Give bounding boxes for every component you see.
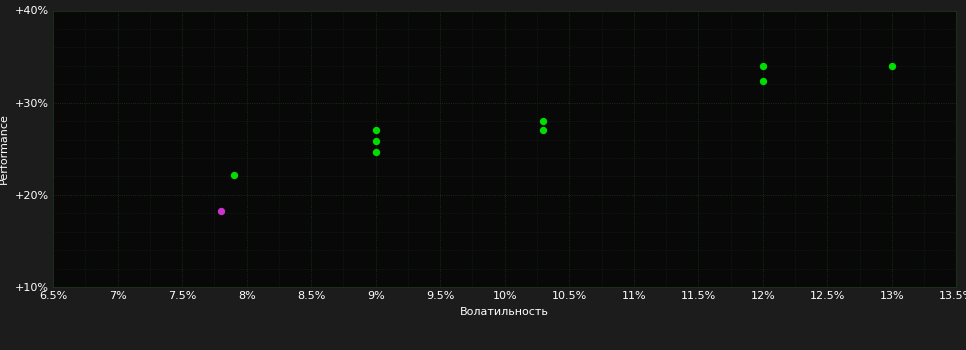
Point [368, 150, 384, 155]
Point [368, 139, 384, 144]
Point [368, 127, 384, 133]
Point [755, 79, 771, 84]
Point [536, 127, 552, 133]
Point [226, 172, 242, 177]
Point [213, 209, 229, 214]
Point [755, 63, 771, 69]
X-axis label: Волатильность: Волатильность [460, 307, 550, 317]
Point [884, 63, 899, 69]
Y-axis label: Performance: Performance [0, 113, 10, 184]
Point [536, 118, 552, 124]
